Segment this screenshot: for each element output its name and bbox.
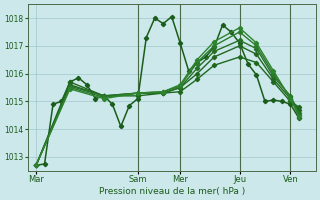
X-axis label: Pression niveau de la mer( hPa ): Pression niveau de la mer( hPa ) xyxy=(99,187,245,196)
